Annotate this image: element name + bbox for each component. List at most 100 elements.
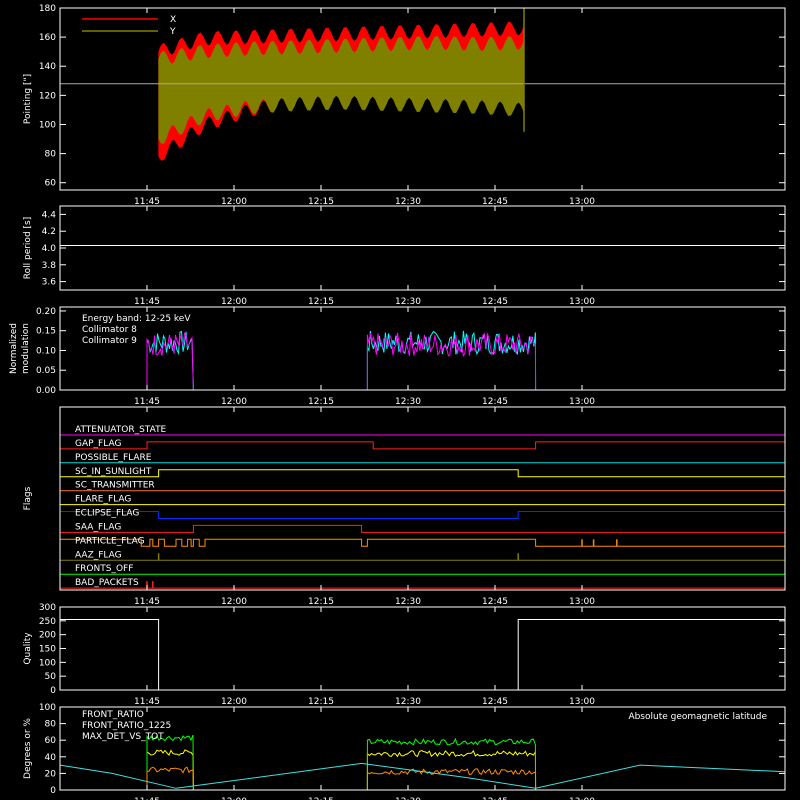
- flag-label-possible_flare: POSSIBLE_FLARE: [75, 453, 152, 463]
- panel-frame-5: [59, 706, 786, 791]
- x-tick-label: 13:00: [569, 597, 595, 607]
- y-tick-label: 180: [39, 4, 56, 14]
- flag-label-flare_flag: FLARE_FLAG: [75, 495, 131, 505]
- y-tick-label: 50: [45, 672, 57, 682]
- flag-label-bad_packets: BAD_PACKETS: [75, 578, 139, 588]
- flag-label-sc_in_sunlight: SC_IN_SUNLIGHT: [75, 467, 152, 477]
- y-axis-label-5: Degrees or %: [23, 718, 33, 779]
- y-axis-label-1: Roll period [s]: [23, 217, 33, 279]
- flag-label-gap_flag: GAP_FLAG: [75, 439, 121, 449]
- quality-line: [60, 619, 785, 691]
- y-tick-label: 100: [39, 120, 56, 130]
- y-axis-label-0: Pointing ["]: [23, 74, 33, 124]
- x-tick-label: 13:00: [569, 797, 595, 800]
- y-tick-label: 80: [45, 150, 57, 160]
- x-tick-label: 12:30: [395, 797, 421, 800]
- y-tick-label: 120: [39, 91, 56, 101]
- legend-label-ratio-1: FRONT_RATIO_1225: [82, 721, 171, 731]
- x-tick-label: 12:30: [395, 297, 421, 307]
- x-tick-label: 11:45: [134, 697, 160, 707]
- legend-label-ratio-2: MAX_DET_VS_TOT: [82, 732, 164, 742]
- x-tick-label: 12:30: [395, 597, 421, 607]
- y-tick-label: 80: [45, 720, 57, 730]
- y-tick-label: 0.20: [36, 307, 56, 317]
- panel-frame-2: [59, 306, 786, 391]
- flag-line-sc_in_sunlight: [60, 469, 785, 478]
- y-tick-label: 4.2: [42, 227, 56, 237]
- x-tick-label: 12:45: [482, 197, 508, 207]
- y-tick-label: 0.05: [36, 366, 56, 376]
- x-tick-label: 12:30: [395, 397, 421, 407]
- y-tick-label: 0.10: [36, 346, 56, 356]
- flag-label-fronts_off: FRONTS_OFF: [75, 564, 133, 574]
- x-tick-label: 11:45: [134, 197, 160, 207]
- legend-label-x: X: [170, 15, 176, 25]
- flag-line-particle_flag: [59, 538, 785, 547]
- legend-label-latitude: Absolute geomagnetic latitude: [628, 712, 767, 722]
- flag-label-eclipse_flag: ECLIPSE_FLAG: [75, 509, 139, 519]
- flag-line-saa_flag: [60, 524, 785, 533]
- y-tick-label: 0: [50, 786, 56, 796]
- y-tick-label: 0: [50, 686, 56, 696]
- y-tick-label: 20: [45, 769, 57, 779]
- y-tick-label: 60: [45, 736, 57, 746]
- x-tick-label: 12:00: [221, 197, 247, 207]
- y-axis-label-3: Flags: [23, 486, 33, 510]
- y-tick-label: 300: [39, 603, 56, 613]
- y-tick-label: 3.6: [42, 278, 57, 288]
- ratio-series-1: [60, 734, 785, 791]
- x-tick-label: 12:15: [308, 197, 334, 207]
- panel-frame-1: [59, 205, 786, 291]
- x-tick-label: 12:45: [482, 297, 508, 307]
- x-tick-label: 12:15: [308, 597, 334, 607]
- x-tick-label: 11:45: [134, 297, 160, 307]
- legend-label-y: Y: [169, 27, 176, 37]
- legend-label-mod-1: Collimator 8: [82, 325, 137, 335]
- x-tick-label: 12:00: [221, 397, 247, 407]
- legend-label-mod-0: Energy band: 12-25 keV: [82, 314, 191, 324]
- y-tick-label: 0.15: [36, 327, 56, 337]
- flag-label-particle_flag: PARTICLE_FLAG: [75, 536, 145, 546]
- x-tick-label: 13:00: [569, 297, 595, 307]
- flag-label-attenuator_state: ATTENUATOR_STATE: [75, 425, 167, 435]
- x-tick-label: 11:45: [134, 597, 160, 607]
- y-tick-label: 4.0: [42, 244, 57, 254]
- x-tick-label: 12:45: [482, 697, 508, 707]
- flag-line-gap_flag: [60, 441, 786, 450]
- x-tick-label: 12:15: [308, 697, 334, 707]
- y-tick-label: 150: [39, 645, 56, 655]
- ratio-series-0: [60, 749, 785, 791]
- x-tick-label: 12:45: [482, 597, 508, 607]
- x-tick-label: 13:00: [569, 697, 595, 707]
- y-tick-label: 100: [39, 703, 56, 713]
- y-tick-label: 4.4: [42, 210, 57, 220]
- x-tick-label: 12:30: [395, 697, 421, 707]
- x-tick-label: 12:15: [308, 797, 334, 800]
- modulation-series-1: [60, 332, 785, 391]
- y-tick-label: 200: [39, 631, 56, 641]
- x-tick-label: 12:45: [482, 397, 508, 407]
- y-tick-label: 250: [39, 617, 56, 627]
- y-tick-label: 40: [45, 753, 57, 763]
- y-axis-label-4: Quality: [23, 632, 33, 665]
- x-tick-label: 12:00: [221, 297, 247, 307]
- x-tick-label: 12:00: [221, 697, 247, 707]
- x-tick-label: 12:15: [308, 297, 334, 307]
- y-tick-label: 3.8: [42, 261, 57, 271]
- flag-line-eclipse_flag: [59, 511, 786, 519]
- panel-frame-0: [59, 7, 786, 191]
- y-axis-label-2a: Normalized: [9, 323, 19, 374]
- flag-label-aaz_flag: AAZ_FLAG: [75, 550, 122, 560]
- y-tick-label: 100: [39, 658, 56, 668]
- y-tick-label: 160: [39, 33, 56, 43]
- x-tick-label: 12:45: [482, 797, 508, 800]
- flag-label-sc_transmitter: SC_TRANSMITTER: [75, 481, 155, 491]
- y-axis-label-2b: modulation: [21, 323, 31, 374]
- ratio-series-3: [59, 762, 786, 789]
- y-tick-label: 0.00: [36, 386, 56, 396]
- flag-label-saa_flag: SAA_FLAG: [75, 522, 121, 532]
- x-tick-label: 12:15: [308, 397, 334, 407]
- x-tick-label: 13:00: [569, 397, 595, 407]
- y-tick-label: 60: [45, 179, 57, 189]
